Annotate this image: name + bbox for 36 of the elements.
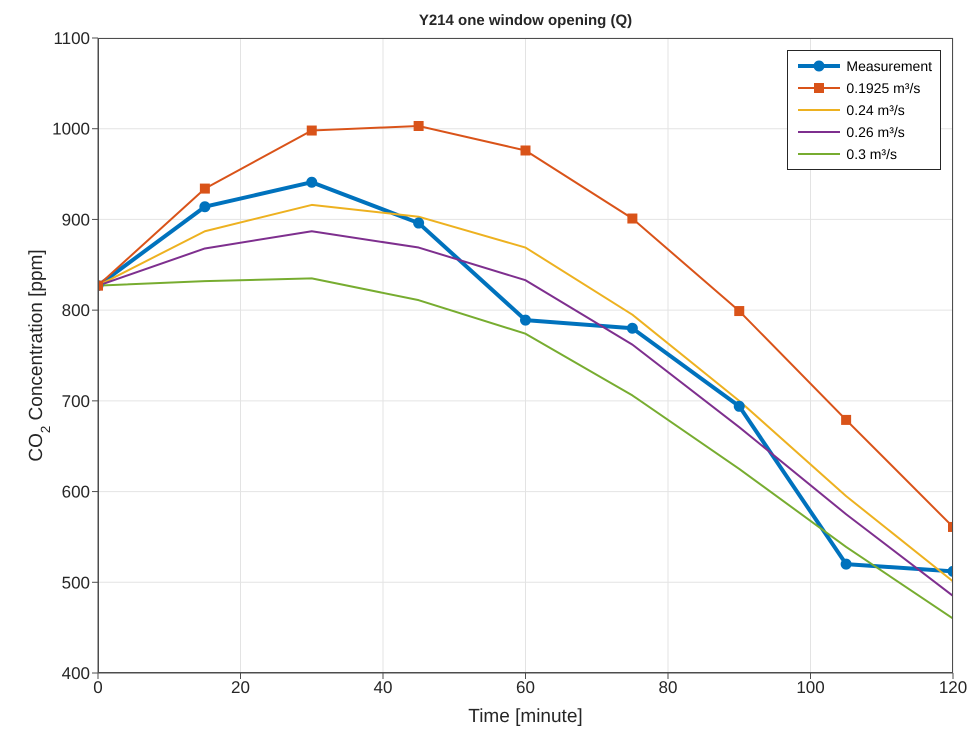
point	[840, 558, 852, 570]
point	[414, 120, 424, 131]
legend-label: 0.24 m³/s	[846, 102, 905, 118]
y-tick-label: 500	[62, 573, 90, 592]
x-axis-title: Time [minute]	[468, 706, 583, 727]
legend-label: 0.1925 m³/s	[846, 80, 920, 96]
y-tick-label: 1000	[52, 120, 90, 139]
point	[841, 414, 852, 425]
x-tick-label: 40	[374, 678, 392, 698]
point	[626, 322, 638, 334]
y-tick-label: 600	[62, 482, 90, 502]
x-tick-label: 80	[658, 678, 678, 698]
y-tick-label: 700	[62, 392, 90, 411]
x-tick-label: 100	[796, 678, 825, 698]
point	[200, 184, 210, 194]
point	[627, 214, 638, 224]
point	[199, 201, 210, 212]
point	[520, 145, 530, 156]
legend-label: Measurement	[846, 58, 932, 74]
point	[520, 314, 531, 326]
x-tick-label: 120	[938, 678, 968, 698]
x-tick-label: 60	[516, 678, 535, 698]
point	[306, 176, 318, 188]
x-tick-label: 0	[93, 678, 103, 698]
y-tick-label: 900	[62, 210, 90, 230]
point	[734, 306, 744, 316]
legend-label: 0.3 m³/s	[846, 146, 897, 162]
chart-title: Y214 one window opening (Q)	[418, 12, 634, 29]
point	[306, 126, 317, 136]
y-tick-label: 1100	[53, 29, 90, 48]
point	[734, 400, 745, 412]
legend-label: 0.26 m³/s	[846, 124, 905, 140]
x-tick-label: 20	[231, 678, 250, 698]
y-tick-label: 400	[62, 664, 90, 684]
y-tick-label: 800	[62, 301, 90, 320]
point	[413, 218, 424, 229]
